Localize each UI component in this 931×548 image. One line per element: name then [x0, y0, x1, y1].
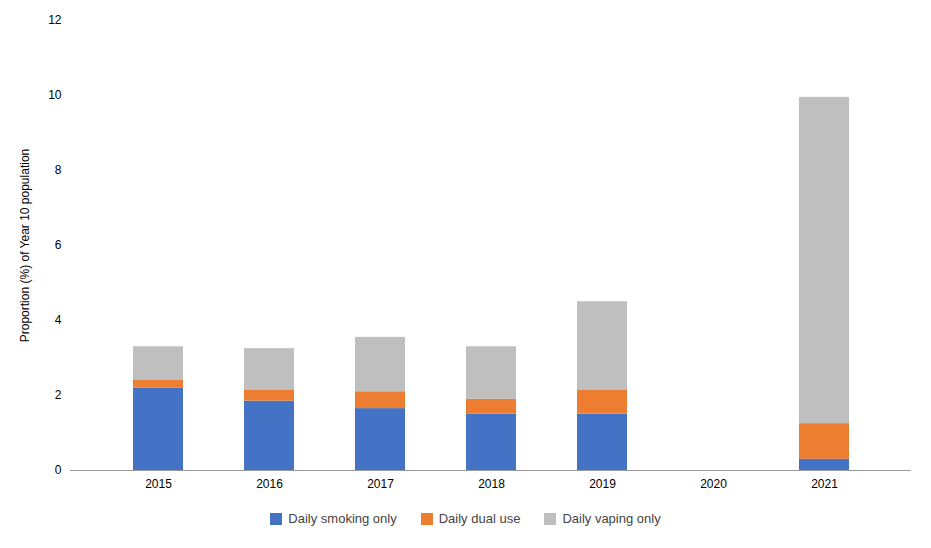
svg-text:Proportion (%) of Year 10 popu: Proportion (%) of Year 10 population: [18, 149, 32, 342]
svg-text:2017: 2017: [367, 477, 394, 491]
svg-text:6: 6: [55, 238, 62, 252]
svg-text:8: 8: [55, 163, 62, 177]
svg-text:4: 4: [55, 313, 62, 327]
svg-text:2016: 2016: [256, 477, 283, 491]
svg-text:0: 0: [55, 463, 62, 477]
svg-text:12: 12: [48, 13, 62, 27]
svg-text:10: 10: [48, 88, 62, 102]
svg-text:2: 2: [55, 388, 62, 402]
html-text:Daily dual use: Daily dual use: [438, 511, 521, 526]
html-text:Daily vaping only: Daily vaping only: [562, 511, 661, 526]
svg-text:2021: 2021: [811, 477, 838, 491]
svg-text:2020: 2020: [700, 477, 727, 491]
html-text:Daily smoking only: Daily smoking only: [288, 511, 397, 526]
svg-text:2019: 2019: [589, 477, 616, 491]
svg-text:2018: 2018: [478, 477, 505, 491]
svg-text:2015: 2015: [145, 477, 172, 491]
